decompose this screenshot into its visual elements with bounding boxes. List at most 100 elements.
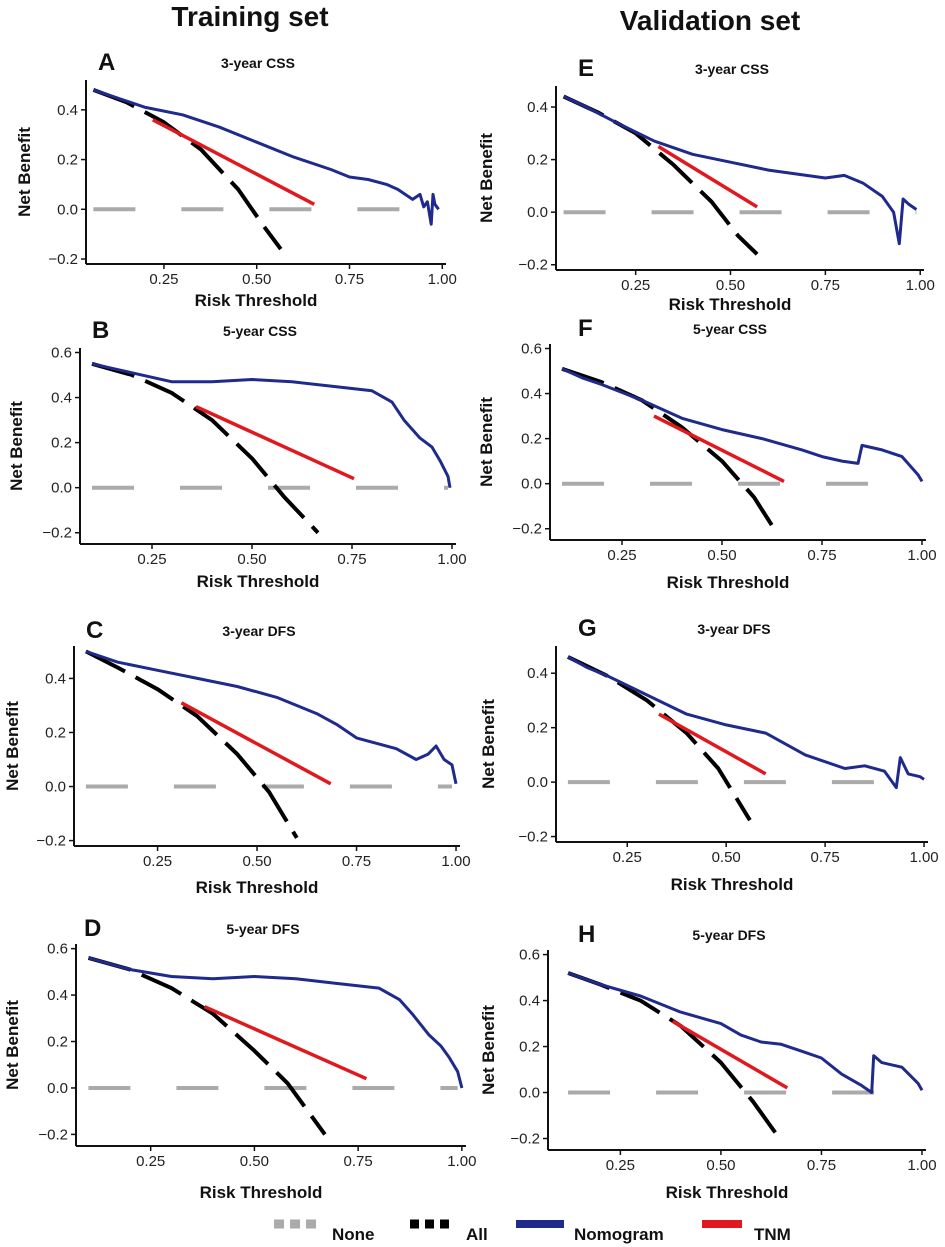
- series-nomogram-line: [92, 88, 440, 226]
- y-tick-label: 0.4: [521, 386, 542, 403]
- panel-e: 0.25 0.50 0.75 1.00 −0.2 0.0 0.2 0.4 E 3-year CSS…: [477, 55, 935, 314]
- series-all-line: [567, 971, 783, 1142]
- x-tick-label: 0.25: [621, 277, 650, 294]
- series-nomogram-line: [567, 655, 925, 790]
- panel-title: 3-year CSS: [695, 61, 769, 77]
- series-tnm-line: [671, 1019, 789, 1090]
- panel-title: 3-year DFS: [222, 623, 295, 639]
- series-nomogram-line: [87, 956, 464, 1089]
- x-tick-label: 0.50: [242, 853, 271, 870]
- panel-title: 5-year DFS: [226, 921, 299, 937]
- panel-d: 0.25 0.50 0.75 1.00 −0.2 0.0 0.2 0.4 0.6 D 5-year …: [3, 915, 476, 1202]
- y-tick-label: 0.6: [519, 947, 540, 964]
- legend-item-all: All: [410, 1219, 488, 1244]
- y-axis-label: Net Benefit: [15, 127, 34, 217]
- y-tick-label: 0.0: [527, 774, 548, 791]
- series-all-line: [561, 366, 776, 530]
- y-tick-label: −0.2: [42, 525, 72, 542]
- y-axis-label: Net Benefit: [479, 1005, 498, 1095]
- panel-h: 0.25 0.50 0.75 1.00 −0.2 0.0 0.2 0.4 0.6 H 5-year …: [479, 921, 937, 1202]
- y-tick-label: 0.4: [57, 102, 78, 119]
- series-tnm-line: [653, 414, 785, 483]
- series-all-line: [92, 88, 283, 251]
- panel-title: 5-year CSS: [223, 323, 297, 339]
- series-all-line: [84, 649, 299, 839]
- panels: 0.25 0.50 0.75 1.00 −0.2 0.0 0.2 0.4 A 3-year CSS…: [3, 49, 939, 1202]
- panel-g: 0.25 0.50 0.75 1.00 −0.2 0.0 0.2 0.4 G 3-year DFS…: [479, 615, 939, 894]
- series-nomogram-line: [562, 95, 918, 246]
- x-tick-label: 0.75: [344, 1153, 373, 1170]
- panel-title: 5-year DFS: [692, 927, 765, 943]
- y-tick-label: −0.2: [510, 1131, 540, 1148]
- x-tick-label: 0.75: [807, 1157, 836, 1174]
- legend-item-nomogram: Nomogram: [516, 1220, 664, 1244]
- x-axis-label: Risk Threshold: [200, 1183, 323, 1202]
- x-axis-label: Risk Threshold: [667, 573, 790, 592]
- legend-label-none: None: [332, 1225, 375, 1244]
- y-tick-label: −0.2: [518, 829, 548, 846]
- series-all-line: [91, 361, 320, 535]
- y-tick-label: 0.6: [521, 341, 542, 358]
- panel-letter: D: [84, 915, 101, 942]
- legend-label-nomogram: Nomogram: [574, 1225, 664, 1244]
- series-nomogram-line: [91, 362, 452, 488]
- series-tnm-line: [195, 405, 355, 481]
- x-tick-label: 0.75: [811, 277, 840, 294]
- panel-title: 3-year CSS: [221, 55, 295, 71]
- x-tick-label: 0.25: [607, 547, 636, 564]
- series-tnm-line: [657, 145, 759, 209]
- y-tick-label: 0.4: [527, 99, 548, 116]
- panel-a: 0.25 0.50 0.75 1.00 −0.2 0.0 0.2 0.4 A 3-year CSS…: [15, 49, 457, 310]
- x-tick-label: 0.75: [811, 849, 840, 866]
- x-tick-label: 0.25: [143, 853, 172, 870]
- x-tick-label: 0.75: [337, 551, 366, 568]
- x-tick-label: 1.00: [428, 271, 457, 288]
- x-tick-label: 0.25: [606, 1157, 635, 1174]
- y-tick-label: −0.2: [48, 251, 78, 268]
- x-axis-label: Risk Threshold: [671, 875, 794, 894]
- y-tick-label: 0.2: [519, 1039, 540, 1056]
- y-tick-label: 0.2: [57, 152, 78, 169]
- x-tick-label: 0.75: [807, 547, 836, 564]
- y-tick-label: 0.2: [51, 435, 72, 452]
- x-tick-label: 1.00: [907, 1157, 936, 1174]
- x-axis-label: Risk Threshold: [196, 878, 319, 897]
- series-tnm-line: [203, 1005, 368, 1081]
- x-tick-label: 0.50: [242, 271, 271, 288]
- y-axis-label: Net Benefit: [477, 133, 496, 223]
- panel-letter: B: [92, 317, 109, 344]
- y-axis-label: Net Benefit: [3, 1000, 22, 1090]
- x-tick-label: 0.50: [237, 551, 266, 568]
- x-tick-label: 0.75: [335, 271, 364, 288]
- y-tick-label: 0.4: [527, 665, 548, 682]
- series-all-line: [562, 94, 759, 256]
- series-tnm-line: [151, 118, 316, 206]
- x-tick-label: 1.00: [447, 1153, 476, 1170]
- x-tick-label: 0.75: [342, 853, 371, 870]
- y-tick-label: 0.2: [521, 431, 542, 448]
- x-tick-label: 1.00: [441, 853, 470, 870]
- legend-item-tnm: TNM: [702, 1220, 791, 1244]
- panel-letter: A: [98, 49, 115, 76]
- x-tick-label: 0.25: [613, 849, 642, 866]
- series-nomogram-line: [567, 971, 924, 1094]
- series-tnm-line: [180, 701, 332, 786]
- x-axis-label: Risk Threshold: [669, 295, 792, 314]
- column-title-validation: Validation set: [620, 5, 801, 36]
- x-axis-label: Risk Threshold: [666, 1183, 789, 1202]
- x-tick-label: 0.50: [712, 849, 741, 866]
- y-tick-label: −0.2: [518, 257, 548, 274]
- x-tick-label: 0.25: [136, 1153, 165, 1170]
- y-tick-label: 0.6: [47, 941, 68, 958]
- x-tick-label: 0.25: [137, 551, 166, 568]
- x-tick-label: 0.50: [707, 547, 736, 564]
- y-tick-label: 0.4: [47, 987, 68, 1004]
- y-tick-label: 0.4: [519, 993, 540, 1010]
- y-tick-label: −0.2: [38, 1126, 68, 1143]
- y-axis-label: Net Benefit: [3, 701, 22, 791]
- legend-item-none: None: [274, 1219, 375, 1244]
- y-tick-label: 0.2: [47, 1034, 68, 1051]
- panel-letter: E: [578, 55, 594, 82]
- panel-letter: C: [86, 617, 103, 644]
